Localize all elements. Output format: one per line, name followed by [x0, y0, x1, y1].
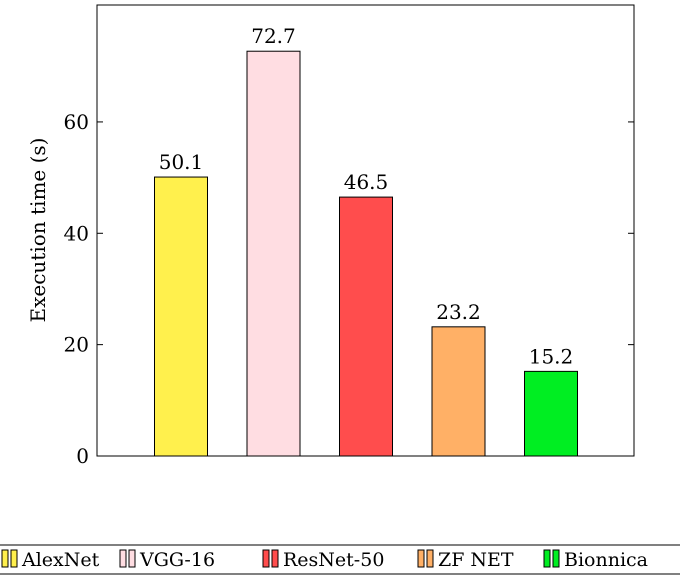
data-label: 15.2 — [529, 344, 574, 368]
bars — [154, 50, 578, 457]
legend-swatch-bar — [262, 549, 270, 568]
legend-label: AlexNet — [21, 549, 100, 571]
bar-zf-net — [431, 326, 486, 457]
data-label: 50.1 — [159, 150, 204, 174]
legend-swatch-bar — [552, 549, 560, 568]
bar-alexnet — [154, 176, 208, 457]
bar-resnet-50 — [339, 196, 393, 457]
legend-label: VGG-16 — [139, 549, 215, 571]
legend-swatch-bar — [426, 549, 434, 568]
data-labels: 50.1 72.7 46.5 23.2 15.2 — [159, 24, 574, 368]
bar-bionnica — [524, 370, 578, 457]
y-tick-label: 0 — [76, 444, 89, 468]
legend-swatch-bar — [10, 549, 18, 568]
y-tick-label: 20 — [64, 333, 89, 357]
legend-label: ResNet-50 — [283, 549, 384, 571]
legend-frame — [0, 544, 680, 575]
data-label: 23.2 — [436, 300, 481, 324]
data-label: 72.7 — [251, 24, 296, 48]
legend-entry: AlexNet — [1, 549, 100, 571]
y-axis-ticks: 0 20 40 60 — [64, 110, 634, 468]
legend-label: ZF NET — [438, 549, 514, 571]
legend-entry: ZF NET — [417, 549, 514, 571]
y-tick-label: 40 — [64, 221, 89, 245]
legend-swatch-bar — [1, 549, 9, 568]
legend-entry: VGG-16 — [119, 549, 215, 571]
legend-label: Bionnica — [564, 549, 648, 571]
y-tick-label: 60 — [64, 110, 89, 134]
legend-swatch-bar — [271, 549, 279, 568]
legend-swatch-bar — [128, 549, 136, 568]
legend: AlexNet VGG-16 ResNet-50 ZF NET Bionnica — [0, 544, 680, 575]
legend-entry: Bionnica — [543, 549, 648, 571]
bar-vgg-16 — [246, 50, 301, 457]
legend-swatch-bar — [119, 549, 127, 568]
legend-entry: ResNet-50 — [262, 549, 384, 571]
y-axis-label: Execution time (s) — [26, 138, 50, 323]
legend-swatch-bar — [543, 549, 551, 568]
data-label: 46.5 — [344, 170, 389, 194]
legend-swatch-bar — [417, 549, 425, 568]
